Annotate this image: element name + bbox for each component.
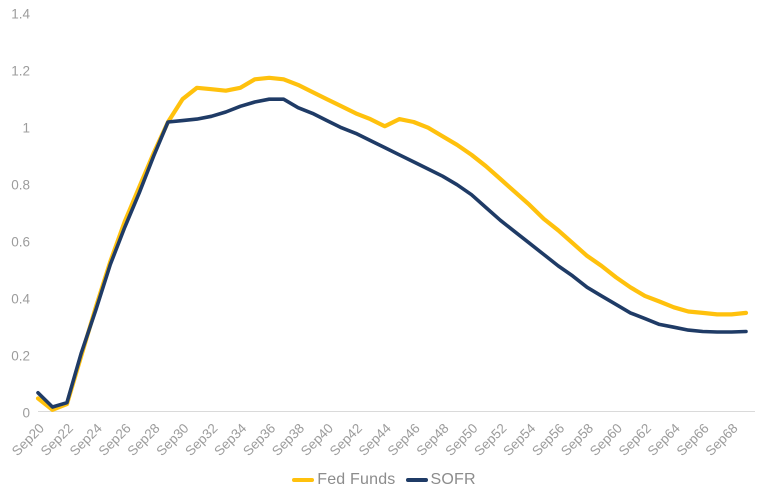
y-axis-tick-label: 0 [22,405,30,420]
x-axis-tick-label: Sep68 [703,421,741,459]
y-axis-tick-label: 1.4 [11,6,30,21]
y-axis-tick-label: 1 [22,120,30,135]
y-axis-tick-label: 0.6 [11,234,30,249]
legend-item-sofr: SOFR [405,471,476,489]
legend-label-fed-funds: Fed Funds [317,471,396,488]
legend-label-sofr: SOFR [430,471,476,488]
legend-item-fed-funds: Fed Funds [292,471,395,489]
y-axis-tick-label: 0.2 [11,348,30,363]
series-line-sofr [36,97,748,409]
sofr-line-swatch [405,478,428,482]
y-axis-tick-label: 0.8 [11,177,30,192]
chart-legend: Fed Funds SOFR [0,471,768,489]
y-axis-tick-label: 0.4 [11,291,30,306]
series-line-fed-funds [35,75,749,412]
fed-funds-line-swatch [292,478,315,482]
y-axis-tick-label: 1.2 [11,63,30,78]
